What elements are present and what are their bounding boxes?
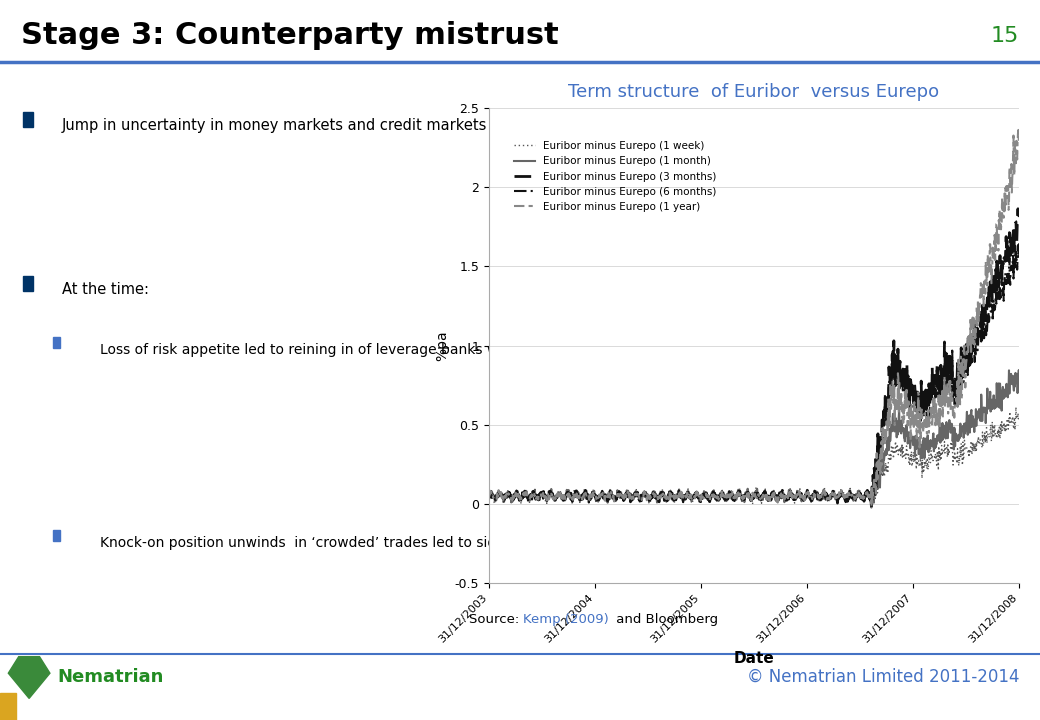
Euribor minus Eurepo (1 month) xyxy=(784,492,797,500)
Euribor minus Eurepo (1 week) xyxy=(483,491,495,500)
Euribor minus Eurepo (3 months) xyxy=(487,490,499,499)
Text: Knock-on position unwinds  in ‘crowded’ trades led to significant losses for man: Knock-on position unwinds in ‘crowded’ t… xyxy=(100,536,832,549)
Euribor minus Eurepo (6 months) xyxy=(487,494,499,503)
Euribor minus Eurepo (6 months) xyxy=(784,494,797,503)
Text: Kemp (2009): Kemp (2009) xyxy=(523,613,609,626)
Euribor minus Eurepo (6 months) xyxy=(957,371,969,379)
Text: At the time:: At the time: xyxy=(61,282,149,297)
Bar xyxy=(0,693,16,720)
Line: Euribor minus Eurepo (6 months): Euribor minus Eurepo (6 months) xyxy=(489,243,1019,506)
Euribor minus Eurepo (1 year) xyxy=(811,491,824,500)
Euribor minus Eurepo (1 week) xyxy=(957,455,969,464)
Euribor minus Eurepo (6 months) xyxy=(483,492,495,501)
Euribor minus Eurepo (3 months) xyxy=(811,490,824,498)
Euribor minus Eurepo (3 months) xyxy=(784,487,797,495)
Line: Euribor minus Eurepo (1 month): Euribor minus Eurepo (1 month) xyxy=(489,370,1019,508)
Line: Euribor minus Eurepo (3 months): Euribor minus Eurepo (3 months) xyxy=(489,209,1019,507)
Euribor minus Eurepo (6 months) xyxy=(720,496,732,505)
Bar xyxy=(23,112,32,127)
Text: Nematrian: Nematrian xyxy=(57,668,163,685)
Euribor minus Eurepo (1 week) xyxy=(811,490,824,498)
Text: 15: 15 xyxy=(991,26,1019,45)
Euribor minus Eurepo (1 year) xyxy=(1013,140,1025,148)
Text: © Nematrian Limited 2011-2014: © Nematrian Limited 2011-2014 xyxy=(747,668,1019,685)
Legend: Euribor minus Eurepo (1 week), Euribor minus Eurepo (1 month), Euribor minus Eur: Euribor minus Eurepo (1 week), Euribor m… xyxy=(510,137,721,216)
Euribor minus Eurepo (1 month) xyxy=(487,491,499,500)
Euribor minus Eurepo (1 week) xyxy=(1013,411,1025,420)
Euribor minus Eurepo (1 month) xyxy=(720,493,732,502)
Euribor minus Eurepo (1 week) xyxy=(1010,402,1022,411)
Euribor minus Eurepo (3 months) xyxy=(957,366,969,374)
Line: Euribor minus Eurepo (1 year): Euribor minus Eurepo (1 year) xyxy=(489,130,1019,507)
Euribor minus Eurepo (6 months) xyxy=(1013,239,1025,248)
Euribor minus Eurepo (1 year) xyxy=(494,490,506,498)
Euribor minus Eurepo (1 year) xyxy=(1012,125,1024,134)
Bar xyxy=(53,531,60,541)
Euribor minus Eurepo (1 year) xyxy=(957,372,969,380)
Text: Source:: Source: xyxy=(469,613,523,626)
Text: Loss of risk appetite led to reining in of leverage banks were willing to extend: Loss of risk appetite led to reining in … xyxy=(100,343,994,356)
Text: Stage 3: Counterparty mistrust: Stage 3: Counterparty mistrust xyxy=(21,21,558,50)
Euribor minus Eurepo (1 month) xyxy=(957,423,969,431)
Euribor minus Eurepo (6 months) xyxy=(811,490,824,498)
Euribor minus Eurepo (6 months) xyxy=(864,502,877,510)
Polygon shape xyxy=(8,657,50,698)
Euribor minus Eurepo (1 year) xyxy=(487,491,499,500)
Bar xyxy=(23,276,32,291)
Y-axis label: %pa: %pa xyxy=(435,330,449,361)
Line: Euribor minus Eurepo (1 week): Euribor minus Eurepo (1 week) xyxy=(489,407,1019,508)
Euribor minus Eurepo (6 months) xyxy=(494,489,506,498)
Title: Term structure  of Euribor  versus Eurepo: Term structure of Euribor versus Eurepo xyxy=(569,83,939,101)
Euribor minus Eurepo (1 month) xyxy=(494,489,506,498)
Euribor minus Eurepo (1 year) xyxy=(784,487,797,495)
Euribor minus Eurepo (1 year) xyxy=(865,503,878,511)
Euribor minus Eurepo (3 months) xyxy=(483,495,495,503)
X-axis label: Date: Date xyxy=(733,651,775,666)
Text: and Bloomberg: and Bloomberg xyxy=(612,613,719,626)
Euribor minus Eurepo (3 months) xyxy=(1012,204,1024,213)
Euribor minus Eurepo (1 year) xyxy=(720,495,732,504)
Text: Jump in uncertainty in money markets and credit markets in late July and early A: Jump in uncertainty in money markets and… xyxy=(61,118,740,133)
Euribor minus Eurepo (1 week) xyxy=(487,492,499,500)
Euribor minus Eurepo (1 month) xyxy=(865,503,878,512)
Euribor minus Eurepo (1 year) xyxy=(483,492,495,501)
Euribor minus Eurepo (3 months) xyxy=(720,492,732,501)
Euribor minus Eurepo (3 months) xyxy=(1013,211,1025,220)
Euribor minus Eurepo (1 month) xyxy=(811,492,824,500)
Euribor minus Eurepo (1 week) xyxy=(494,487,506,495)
Euribor minus Eurepo (1 month) xyxy=(1013,366,1025,374)
Euribor minus Eurepo (3 months) xyxy=(865,503,878,511)
Euribor minus Eurepo (1 week) xyxy=(720,495,732,504)
Euribor minus Eurepo (1 month) xyxy=(483,492,495,501)
Bar xyxy=(53,338,60,348)
Euribor minus Eurepo (1 week) xyxy=(864,504,877,513)
Euribor minus Eurepo (3 months) xyxy=(494,488,506,497)
Euribor minus Eurepo (1 week) xyxy=(784,485,797,494)
Euribor minus Eurepo (1 month) xyxy=(1013,376,1025,384)
